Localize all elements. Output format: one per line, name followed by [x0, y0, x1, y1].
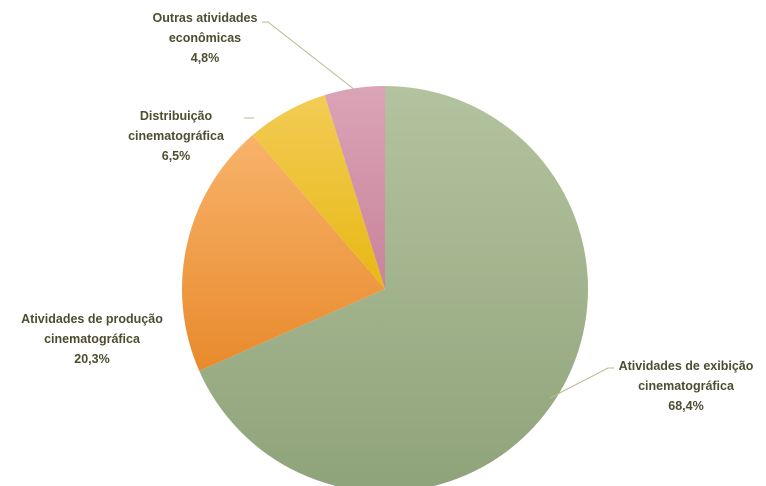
slice-label-line: cinematográfica	[638, 379, 735, 393]
slice-value-label: 6,5%	[162, 149, 191, 163]
slice-value-label: 20,3%	[74, 352, 109, 366]
slice-label-line: cinematográfica	[128, 129, 225, 143]
slice-labels: Atividades de exibição cinematográfica 68,…	[21, 11, 754, 413]
pie-slice-distribuicao	[252, 95, 385, 289]
slice-label-line: Atividades de produção	[21, 312, 163, 326]
leader-line-exibicao	[549, 367, 614, 399]
pie-slice-outras	[324, 86, 385, 289]
slice-label-line: Distribuição	[140, 109, 213, 123]
slice-value-label: 4,8%	[191, 51, 220, 65]
slice-label-exibicao: Atividades de exibição cinematográfica 68,…	[619, 359, 754, 413]
slice-label-producao: Atividades de produção cinematográfica 20,…	[21, 312, 163, 366]
slice-label-distribuicao: Distribuição cinematográfica 6,5%	[128, 109, 225, 163]
slice-label-line: econômicas	[169, 31, 241, 45]
pie-slice-producao	[182, 135, 385, 371]
slice-label-outras: Outras atividades econômicas 4,8%	[153, 11, 258, 65]
pie-slice-exibicao	[199, 86, 589, 486]
slice-label-line: cinematográfica	[44, 332, 141, 346]
leader-line-outras	[262, 21, 356, 91]
slice-label-line: Outras atividades	[153, 11, 258, 25]
slice-value-label: 68,4%	[668, 399, 703, 413]
leader-lines	[244, 21, 614, 399]
pie-slices	[182, 86, 589, 486]
slice-label-line: Atividades de exibição	[619, 359, 754, 373]
